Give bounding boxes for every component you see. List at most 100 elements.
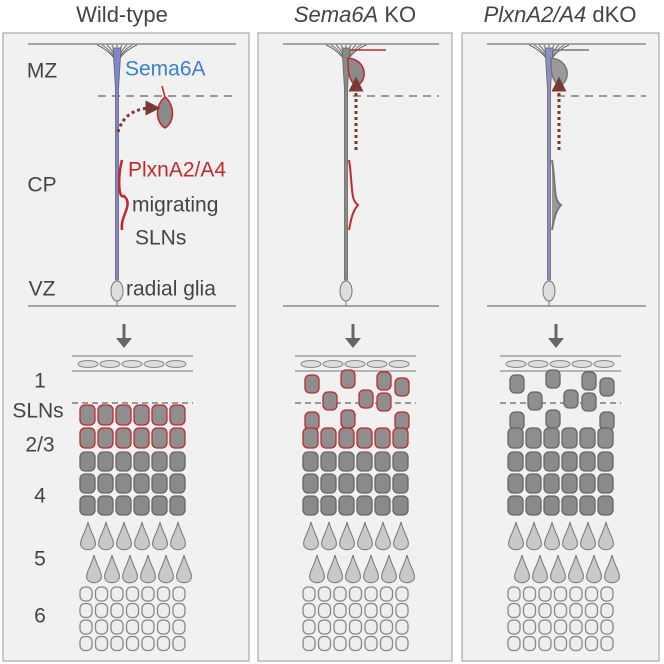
neuron-cell — [151, 495, 168, 516]
neuron-cell — [538, 619, 552, 635]
neuron-cell — [151, 427, 168, 449]
layer-label: SLNs — [12, 400, 63, 423]
neuron-cell — [597, 451, 614, 472]
neuron-cell — [507, 619, 521, 635]
neuron-cell — [125, 586, 140, 602]
arrow-head — [345, 338, 361, 348]
meningeal-cell — [388, 360, 410, 368]
neuron-cell — [302, 495, 319, 516]
neuron-cell — [581, 392, 597, 412]
meningeal-cell — [593, 360, 615, 368]
neuron-cell — [569, 635, 583, 652]
neuron-cell — [151, 404, 168, 426]
pyramidal-cell — [80, 521, 96, 551]
arrow-head — [548, 338, 564, 348]
neuron-cell — [356, 473, 373, 494]
pyramidal-cell — [544, 521, 560, 551]
pyramidal-cell — [568, 554, 584, 584]
glia-body — [110, 280, 124, 302]
neuron-cell — [320, 495, 337, 516]
neuron-cell — [115, 473, 132, 494]
neuron-cell — [522, 635, 537, 652]
neuron-cell — [133, 451, 150, 472]
neuron-cell — [395, 635, 409, 652]
neuron-cell — [110, 635, 124, 652]
neuron-cell — [141, 586, 155, 602]
layer-label: 5 — [34, 548, 46, 571]
neuron-cell — [302, 635, 316, 652]
neuron-cell — [338, 495, 355, 516]
neuron-cell — [395, 602, 409, 619]
neuron-cell — [561, 473, 578, 494]
neuron-cell — [545, 409, 561, 429]
neuron-cell — [125, 619, 140, 635]
pyramidal-cell — [134, 521, 150, 551]
neuron-cell — [525, 427, 542, 449]
pyramidal-cell — [170, 521, 186, 551]
panel-title: PlxnA2/A4 dKO — [484, 2, 637, 27]
neuron-cell — [597, 495, 614, 516]
meningeal-cell — [165, 360, 187, 368]
neuron-cell — [302, 586, 316, 602]
neuron-cell — [79, 586, 93, 602]
neuron-cell — [600, 619, 614, 635]
pyramidal-cell — [357, 521, 373, 551]
neuron-cell — [545, 369, 561, 389]
neuron-cell — [600, 635, 614, 652]
neuron-cell — [333, 602, 347, 619]
annotation: migrating — [132, 194, 218, 217]
neuron-cell — [169, 404, 186, 426]
pyramidal-cell — [176, 554, 192, 584]
pyramidal-cell — [122, 554, 138, 584]
neuron-cell — [394, 411, 410, 431]
neuron-cell — [509, 411, 525, 431]
neuron-cell — [600, 586, 614, 602]
pyramidal-cell — [327, 554, 343, 584]
meningeal-cell — [527, 360, 549, 368]
neuron-cell — [340, 409, 356, 429]
neuron-cell — [553, 635, 568, 652]
neuron-cell — [94, 635, 109, 652]
title-rest: KO — [378, 2, 416, 27]
neuron-cell — [302, 451, 319, 472]
neuron-cell — [348, 602, 363, 619]
neuron-cell — [538, 586, 552, 602]
neuron-cell — [169, 427, 186, 449]
neuron-cell — [356, 495, 373, 516]
neuron-cell — [79, 404, 96, 426]
neuron-cell — [320, 473, 337, 494]
pyramidal-cell — [550, 554, 566, 584]
neuron-cell — [356, 451, 373, 472]
neuron-cell — [340, 369, 356, 389]
neuron-cell — [553, 619, 568, 635]
neuron-cell — [392, 427, 409, 449]
layer-label: 6 — [34, 605, 46, 628]
glia-fiber — [341, 47, 351, 281]
meningeal-cell — [366, 360, 388, 368]
neuron-cell — [333, 619, 347, 635]
neuron-cell — [133, 404, 150, 426]
neuron-cell — [509, 374, 525, 394]
neuron-cell — [553, 586, 568, 602]
neuron-cell — [569, 619, 583, 635]
neuron-cell — [543, 473, 560, 494]
pyramidal-cell — [604, 554, 620, 584]
neuron-cell — [522, 586, 537, 602]
pyramidal-cell — [399, 554, 415, 584]
neuron-cell — [338, 427, 355, 449]
neuron-cell — [364, 635, 378, 652]
neuron-cell — [94, 586, 109, 602]
panel-box — [2, 32, 250, 662]
neuron-cell — [133, 495, 150, 516]
neuron-cell — [156, 602, 171, 619]
neuron-cell — [507, 427, 524, 449]
neuron-cell — [94, 619, 109, 635]
pyramidal-cell — [345, 554, 361, 584]
pyramidal-cell — [152, 521, 168, 551]
neuron-cell — [563, 389, 579, 409]
neuron-cell — [151, 473, 168, 494]
pyramidal-cell — [86, 554, 102, 584]
neuron-cell — [172, 619, 186, 635]
neuron-cell — [304, 411, 320, 431]
neuron-cell — [97, 404, 114, 426]
